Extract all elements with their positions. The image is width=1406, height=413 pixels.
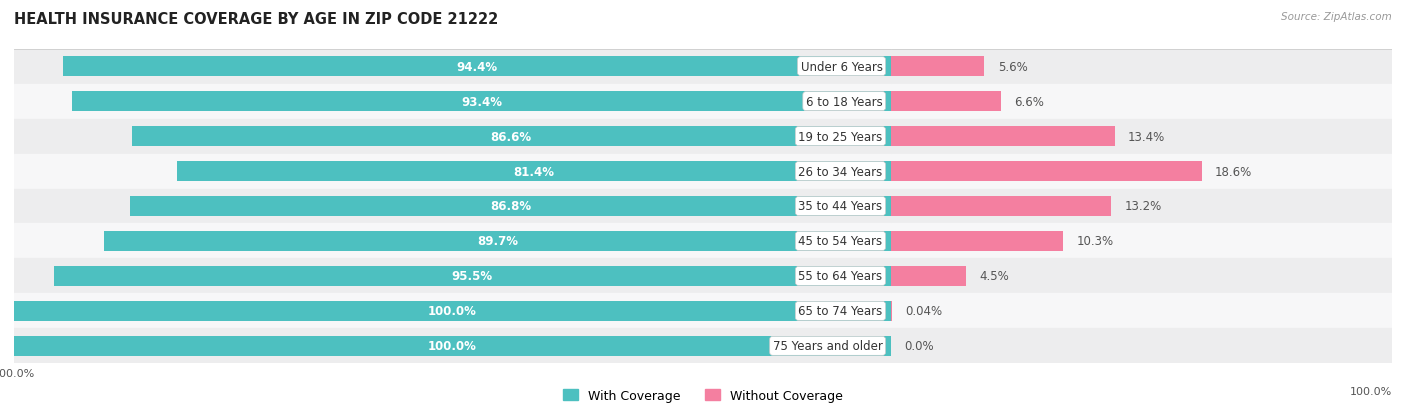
Text: 81.4%: 81.4%: [513, 165, 554, 178]
Text: Source: ZipAtlas.com: Source: ZipAtlas.com: [1281, 12, 1392, 22]
Text: 0.04%: 0.04%: [905, 305, 942, 318]
Bar: [132, 127, 891, 147]
Bar: [72, 92, 891, 112]
Text: 6 to 18 Years: 6 to 18 Years: [806, 95, 883, 108]
Bar: [104, 231, 891, 252]
Bar: [891, 154, 1392, 189]
Bar: [14, 259, 891, 294]
Bar: [891, 92, 1001, 112]
Bar: [14, 154, 891, 189]
Text: 26 to 34 Years: 26 to 34 Years: [799, 165, 883, 178]
Text: HEALTH INSURANCE COVERAGE BY AGE IN ZIP CODE 21222: HEALTH INSURANCE COVERAGE BY AGE IN ZIP …: [14, 12, 498, 27]
Bar: [891, 266, 966, 286]
Bar: [891, 259, 1392, 294]
Text: 100.0%: 100.0%: [427, 305, 477, 318]
Text: 35 to 44 Years: 35 to 44 Years: [799, 200, 883, 213]
Bar: [14, 329, 891, 363]
Bar: [891, 224, 1392, 259]
Text: 75 Years and older: 75 Years and older: [773, 339, 883, 352]
Bar: [14, 224, 891, 259]
Text: 13.2%: 13.2%: [1125, 200, 1161, 213]
Bar: [891, 50, 1392, 84]
Bar: [891, 161, 1202, 182]
Text: 4.5%: 4.5%: [980, 270, 1010, 283]
Bar: [14, 294, 891, 329]
Text: 18.6%: 18.6%: [1215, 165, 1253, 178]
Bar: [891, 231, 1063, 252]
Bar: [53, 266, 891, 286]
Text: 94.4%: 94.4%: [457, 61, 498, 74]
Text: 13.4%: 13.4%: [1128, 130, 1166, 143]
Bar: [14, 84, 891, 119]
Text: 89.7%: 89.7%: [477, 235, 519, 248]
Bar: [891, 57, 984, 77]
Bar: [891, 84, 1392, 119]
Text: 86.6%: 86.6%: [491, 130, 531, 143]
Text: 10.3%: 10.3%: [1076, 235, 1114, 248]
Bar: [14, 50, 891, 84]
Text: 100.0%: 100.0%: [1350, 387, 1392, 396]
Bar: [891, 127, 1115, 147]
Text: 55 to 64 Years: 55 to 64 Years: [799, 270, 883, 283]
Bar: [891, 329, 1392, 363]
Bar: [891, 189, 1392, 224]
Text: 45 to 54 Years: 45 to 54 Years: [799, 235, 883, 248]
Text: 65 to 74 Years: 65 to 74 Years: [799, 305, 883, 318]
Legend: With Coverage, Without Coverage: With Coverage, Without Coverage: [558, 384, 848, 407]
Text: 6.6%: 6.6%: [1015, 95, 1045, 108]
Text: 95.5%: 95.5%: [451, 270, 492, 283]
Bar: [177, 161, 891, 182]
Text: 86.8%: 86.8%: [489, 200, 531, 213]
Bar: [14, 119, 891, 154]
Bar: [63, 57, 891, 77]
Text: 5.6%: 5.6%: [998, 61, 1028, 74]
Text: 100.0%: 100.0%: [427, 339, 477, 352]
Text: Under 6 Years: Under 6 Years: [800, 61, 883, 74]
Bar: [891, 197, 1111, 216]
Bar: [891, 294, 1392, 329]
Text: 93.4%: 93.4%: [461, 95, 502, 108]
Text: 19 to 25 Years: 19 to 25 Years: [799, 130, 883, 143]
Bar: [14, 336, 891, 356]
Bar: [129, 197, 891, 216]
Bar: [14, 301, 891, 321]
Bar: [14, 189, 891, 224]
Text: 0.0%: 0.0%: [904, 339, 934, 352]
Bar: [891, 119, 1392, 154]
